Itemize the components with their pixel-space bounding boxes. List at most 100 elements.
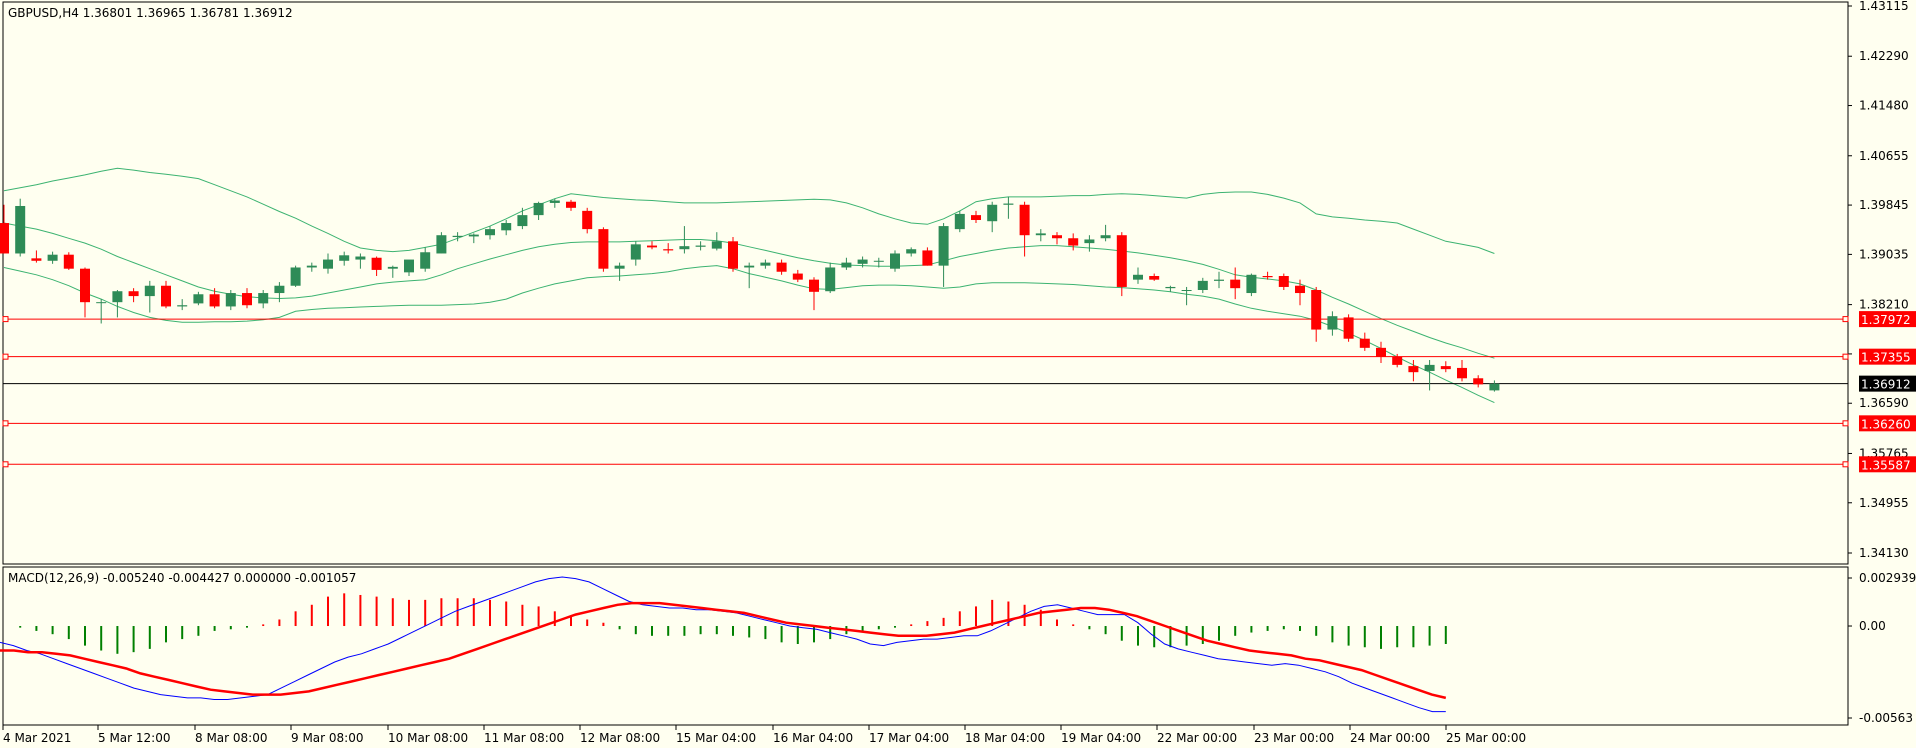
macd-tick-label: -0.00563 xyxy=(1859,711,1913,725)
candle-body xyxy=(96,302,107,304)
candle-body xyxy=(209,294,220,307)
level-anchor-left xyxy=(2,316,9,323)
candle-body xyxy=(938,226,949,266)
candle-body xyxy=(1019,204,1030,236)
time-tick-label: 24 Mar 00:00 xyxy=(1350,731,1430,745)
candle-body xyxy=(533,202,544,216)
time-tick-label: 12 Mar 08:00 xyxy=(580,731,660,745)
candle-body xyxy=(1246,274,1257,294)
level-anchor-right xyxy=(1842,353,1849,360)
candle-body xyxy=(890,253,900,269)
candle-body xyxy=(1116,235,1127,287)
candle-body xyxy=(242,293,252,306)
macd-panel-header: MACD(12,26,9) -0.005240 -0.004427 0.0000… xyxy=(8,571,356,585)
candle-body xyxy=(225,293,236,307)
time-tick-label: 8 Mar 08:00 xyxy=(195,731,268,745)
candle-body xyxy=(485,229,495,236)
time-tick-label: 23 Mar 00:00 xyxy=(1254,731,1334,745)
current-price-label: 1.36912 xyxy=(1861,378,1911,392)
candle-body xyxy=(598,229,609,269)
candle-body xyxy=(306,265,317,268)
macd-histogram xyxy=(19,593,1447,654)
candle-body xyxy=(436,235,447,254)
time-tick-label: 19 Mar 04:00 xyxy=(1061,731,1141,745)
main-panel-header: GBPUSD,H4 1.36801 1.36965 1.36781 1.3691… xyxy=(8,6,293,20)
candle-body xyxy=(15,205,26,254)
time-tick-label: 18 Mar 04:00 xyxy=(965,731,1045,745)
candle-body xyxy=(647,245,657,248)
signal-line xyxy=(0,601,1447,700)
candle-body xyxy=(728,241,738,269)
candle-body xyxy=(1133,274,1143,280)
candle-body xyxy=(792,273,803,280)
candle-body xyxy=(1068,238,1079,246)
time-tick-label: 5 Mar 12:00 xyxy=(98,731,171,745)
level-price-box xyxy=(1859,456,1916,473)
candle-body xyxy=(387,266,398,269)
candle-body xyxy=(841,262,852,268)
candle-body xyxy=(776,262,787,272)
candle-body xyxy=(630,244,641,260)
candle-body xyxy=(1100,235,1111,239)
price-tick-label: 1.38210 xyxy=(1859,298,1909,312)
time-tick-label: 25 Mar 00:00 xyxy=(1446,731,1526,745)
time-tick-label: 9 Mar 08:00 xyxy=(291,731,364,745)
candle-body xyxy=(80,268,90,303)
candle-body xyxy=(1230,279,1241,289)
price-tick-label: 1.34955 xyxy=(1859,496,1909,510)
candle-body xyxy=(873,260,884,262)
candle-body xyxy=(922,250,933,266)
candle-body xyxy=(1343,317,1354,339)
candle-body xyxy=(144,285,155,297)
candle-body xyxy=(1003,203,1014,205)
candle-body xyxy=(809,279,819,292)
time-axis: 4 Mar 2021 5 Mar 12:00 8 Mar 08:00 9 Mar 08… xyxy=(2,725,1526,745)
candle-body xyxy=(1473,378,1484,385)
price-tick-label: 1.43115 xyxy=(1859,0,1909,13)
candle-body xyxy=(1165,286,1176,289)
candle-body xyxy=(501,223,512,231)
level-lines[interactable]: 1.37972 1.37355 1.36260 1.35587 1.36912 xyxy=(2,311,1916,473)
time-tick-label: 15 Mar 04:00 xyxy=(676,731,756,745)
level-anchor-left xyxy=(2,461,9,468)
level-anchor-left xyxy=(2,353,9,360)
level-anchor-right xyxy=(1842,316,1849,323)
candle-body xyxy=(744,265,755,268)
candlestick-series[interactable] xyxy=(0,196,1500,392)
candle-body xyxy=(31,258,42,261)
candle-body xyxy=(695,245,706,247)
candle-body xyxy=(857,259,868,264)
candle-body xyxy=(517,215,528,227)
candle-body xyxy=(614,265,625,269)
candle-body xyxy=(582,210,593,230)
price-tick-label: 1.39035 xyxy=(1859,247,1909,261)
candle-body xyxy=(1327,316,1338,330)
main-panel-frame xyxy=(2,1,1849,565)
level-anchor-left xyxy=(2,420,9,427)
candle-body xyxy=(258,293,269,304)
level-price-box xyxy=(1859,415,1916,432)
candle-body xyxy=(1052,235,1062,239)
candle-body xyxy=(0,223,9,254)
level-price-label: 1.37355 xyxy=(1861,351,1911,365)
macd-tick-label: 0.00 xyxy=(1859,619,1886,633)
level-price-label: 1.35587 xyxy=(1861,458,1911,472)
level-price-label: 1.36260 xyxy=(1861,417,1911,431)
candle-body xyxy=(128,291,139,297)
candle-body xyxy=(63,254,74,269)
candle-body xyxy=(452,235,463,238)
candle-body xyxy=(290,267,301,286)
candle-body xyxy=(906,249,917,254)
candle-body xyxy=(971,215,981,220)
candle-body xyxy=(1440,366,1451,370)
candle-body xyxy=(1084,239,1095,244)
macd-axis: 0.002939 0.00 -0.00563 xyxy=(1848,571,1916,725)
price-tick-label: 1.36590 xyxy=(1859,396,1909,410)
current-price-box xyxy=(1859,375,1916,392)
time-tick-label: 10 Mar 08:00 xyxy=(388,731,468,745)
candle-body xyxy=(323,259,333,269)
candle-body xyxy=(1489,383,1500,391)
candle-body xyxy=(1149,275,1160,280)
